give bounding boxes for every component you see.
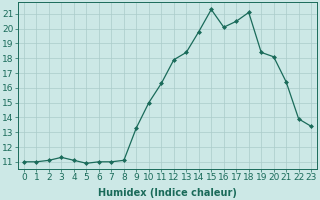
X-axis label: Humidex (Indice chaleur): Humidex (Indice chaleur) <box>98 188 237 198</box>
